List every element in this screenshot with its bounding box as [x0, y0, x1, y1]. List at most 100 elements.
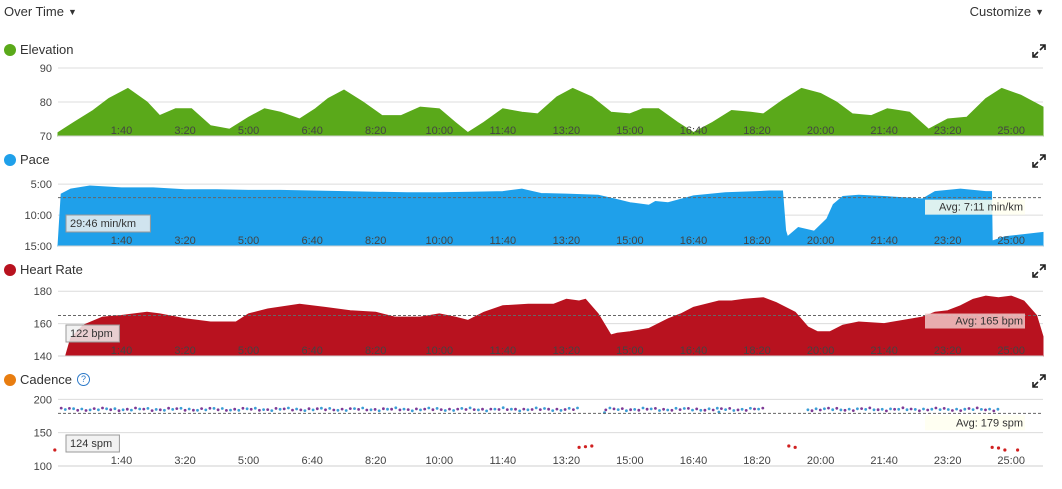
cadence-point — [448, 407, 451, 411]
cadence-point — [315, 407, 319, 411]
x-tick-label: 15:00 — [616, 345, 644, 357]
x-tick-label: 3:20 — [174, 125, 195, 137]
elevation-legend-dot — [4, 43, 16, 56]
heart-rate-panel: Heart Rate 180 160 140 Avg: 165 bpm 122 bpm 1… — [0, 262, 1062, 372]
cadence-point — [382, 407, 385, 411]
cadence-point — [897, 407, 901, 411]
cadence-point — [53, 448, 57, 452]
cadence-point — [472, 408, 476, 411]
x-tick-label: 10:00 — [426, 125, 454, 137]
cadence-point — [761, 406, 765, 410]
cadence-point — [885, 409, 888, 413]
expand-icon[interactable] — [1032, 264, 1046, 278]
x-tick-label: 6:40 — [301, 345, 322, 357]
cadence-point — [946, 408, 950, 411]
cadence-point — [365, 408, 369, 412]
cadence-point — [464, 408, 468, 411]
cadence-point — [990, 445, 994, 449]
expand-icon[interactable] — [1032, 44, 1046, 58]
cadence-point — [996, 446, 1001, 450]
x-tick-label: 13:20 — [553, 125, 581, 137]
cadence-point — [707, 407, 711, 411]
y-tick-label: 80 — [40, 97, 52, 109]
cadence-point — [955, 407, 958, 411]
cadence-point — [514, 407, 517, 411]
cadence-title: Cadence? — [4, 372, 91, 387]
x-tick-label: 5:00 — [238, 235, 259, 247]
cadence-point — [1015, 448, 1020, 452]
x-tick-label: 8:20 — [365, 125, 386, 137]
cadence-point — [497, 408, 501, 411]
customize-dropdown[interactable]: Customize ▼ — [970, 4, 1044, 19]
cadence-point — [757, 407, 760, 411]
y-tick-label: 70 — [40, 131, 52, 143]
cadence-point — [105, 407, 108, 411]
y-tick-label: 160 — [34, 319, 52, 331]
cadence-point — [348, 407, 352, 410]
cadence-point — [988, 407, 991, 411]
cadence-point — [930, 407, 934, 411]
x-tick-label: 20:00 — [807, 455, 835, 467]
cadence-point — [724, 408, 727, 411]
cadence-title-text: Cadence — [20, 372, 73, 387]
expand-icon[interactable] — [1032, 154, 1046, 168]
cadence-point — [687, 407, 690, 410]
cadence-point — [361, 406, 365, 410]
cadence-point — [649, 407, 653, 411]
cadence-point — [583, 445, 588, 449]
cadence-point — [823, 407, 826, 411]
cadence-point — [208, 406, 212, 410]
cadence-point — [703, 408, 707, 412]
average-label: Avg: 165 bpm — [955, 316, 1023, 328]
cadence-point — [604, 408, 608, 412]
cadence-point — [563, 408, 567, 411]
pace-title-text: Pace — [20, 152, 50, 167]
cadence-point — [567, 406, 571, 410]
cadence-point — [818, 408, 822, 412]
x-tick-label: 16:40 — [680, 235, 708, 247]
cadence-point — [851, 409, 855, 412]
y-tick-label: 15:00 — [24, 241, 52, 253]
cadence-point — [154, 408, 158, 411]
cadence-point — [274, 407, 278, 410]
cadence-point — [590, 444, 594, 448]
cadence-point — [452, 409, 455, 412]
cadence-point — [922, 407, 925, 411]
cadence-point — [175, 407, 179, 410]
help-icon[interactable]: ? — [77, 373, 91, 386]
expand-icon[interactable] — [1032, 374, 1046, 388]
cadence-point — [485, 409, 488, 413]
cadence-point — [658, 409, 661, 412]
y-tick-label: 90 — [40, 63, 52, 75]
cadence-point — [84, 409, 88, 412]
cadence-point — [419, 408, 422, 412]
x-tick-label: 1:40 — [111, 125, 132, 137]
cadence-point — [134, 406, 137, 410]
cadence-point — [810, 409, 814, 413]
cadence-point — [577, 445, 581, 449]
cadence-point — [80, 407, 84, 411]
cadence-point — [249, 407, 253, 411]
x-tick-label: 6:40 — [301, 455, 322, 467]
heart-rate-chart: 180 160 140 Avg: 165 bpm 122 bpm 1:40 3:20 5:00… — [34, 286, 1044, 363]
cadence-point — [633, 408, 637, 411]
cadence-point — [654, 407, 657, 410]
view-dropdown[interactable]: Over Time ▼ — [4, 4, 77, 19]
x-tick-label: 18:20 — [743, 235, 771, 247]
cadence-point — [1003, 448, 1007, 452]
cadence-point — [678, 408, 682, 411]
x-tick-label: 6:40 — [301, 235, 322, 247]
x-tick-label: 1:40 — [111, 455, 132, 467]
cadence-point — [307, 407, 311, 411]
cadence-point — [481, 407, 484, 411]
view-dropdown-label: Over Time — [4, 4, 64, 19]
cadence-point — [749, 406, 752, 410]
x-tick-label: 10:00 — [426, 235, 454, 247]
cadence-point — [934, 406, 938, 410]
cadence-point — [847, 407, 851, 411]
cadence-point — [835, 406, 839, 410]
cadence-point — [967, 407, 971, 410]
x-tick-label: 3:20 — [174, 455, 195, 467]
cadence-point — [645, 407, 649, 411]
x-tick-label: 10:00 — [426, 455, 454, 467]
